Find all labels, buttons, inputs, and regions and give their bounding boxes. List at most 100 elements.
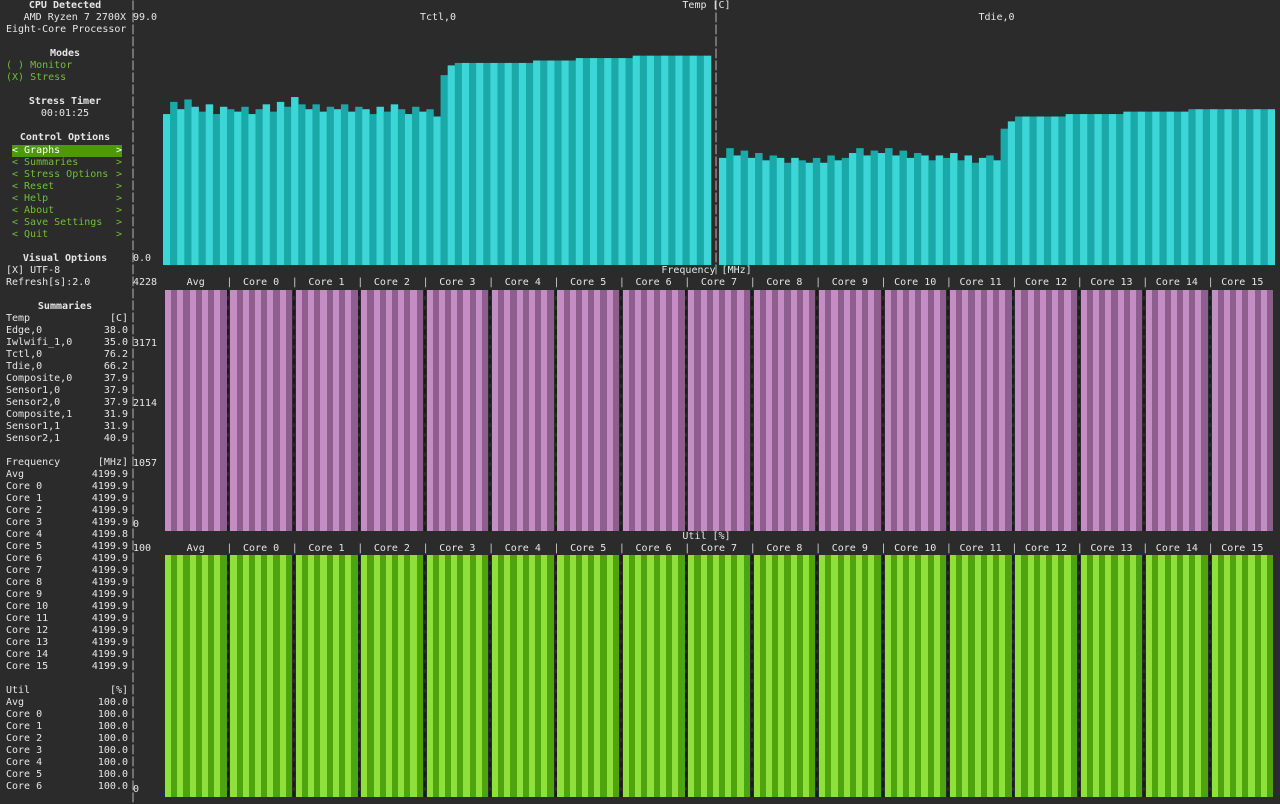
util-bar	[896, 555, 904, 797]
control-option-stress-options[interactable]: < Stress Options >	[12, 169, 122, 181]
util-bar	[1242, 555, 1249, 797]
util-bar	[207, 555, 215, 797]
util-bar	[1266, 555, 1274, 797]
column-separator: |	[880, 277, 887, 288]
freq-bar	[398, 290, 405, 531]
temp-bar-tdie	[964, 155, 973, 265]
temp-ymax-label: 99.0	[133, 12, 158, 23]
mode-stress-radio[interactable]: (X) Stress	[6, 72, 67, 83]
util-bar	[1176, 555, 1184, 797]
summary-name: Core 10	[6, 601, 49, 612]
control-option-quit[interactable]: < Quit >	[12, 229, 122, 241]
freq-bar	[248, 290, 256, 531]
freq-bar	[980, 290, 988, 531]
separator-pipe: |	[130, 48, 137, 59]
summary-name: Core 15	[6, 661, 49, 672]
util-bar	[1254, 555, 1262, 797]
freq-bar	[522, 290, 530, 531]
util-bar	[884, 555, 891, 797]
freq-bar	[379, 290, 387, 531]
util-bar	[320, 555, 327, 797]
freq-y-label: 3171	[133, 338, 158, 349]
freq-bar	[1117, 290, 1125, 531]
temp-bar-tctl	[582, 58, 591, 265]
util-bar	[672, 555, 679, 797]
util-bar	[1158, 555, 1165, 797]
utf8-checkbox[interactable]: [X] UTF-8	[6, 265, 61, 276]
refresh-setting[interactable]: Refresh[s]:2.0	[6, 277, 91, 288]
summary-row: Core 1 100.0	[6, 721, 128, 733]
temp-bar-tdie	[1022, 116, 1030, 265]
temp-bar-tctl	[312, 104, 320, 265]
freq-bar	[909, 290, 916, 531]
temp-bar-tctl	[454, 62, 463, 266]
freq-bar	[1046, 290, 1053, 531]
column-divider	[1077, 290, 1082, 531]
freq-bar	[492, 290, 499, 531]
temp-bar-tctl	[682, 55, 690, 266]
control-option-summaries[interactable]: < Summaries >	[12, 157, 122, 169]
summary-name: Core 4	[6, 529, 43, 540]
column-divider	[292, 290, 297, 531]
util-bar	[351, 555, 358, 797]
freq-bar	[831, 290, 838, 531]
freq-header-core-7: Core 7	[700, 277, 738, 288]
util-bar	[1170, 555, 1178, 797]
freq-bar	[606, 290, 614, 531]
summary-name: Core 0	[6, 709, 43, 720]
summary-header-label: Frequency	[6, 457, 61, 468]
summary-name: Avg	[6, 697, 25, 708]
temp-bar-tdie	[776, 157, 785, 265]
summary-row: Tctl,0 76.2	[6, 349, 128, 361]
control-option-graphs[interactable]: < Graphs >	[12, 145, 122, 157]
temp-bar-tdie	[986, 155, 994, 265]
separator-pipe: |	[130, 120, 137, 131]
summary-name: Sensor1,0	[6, 385, 61, 396]
temp-bar-tctl	[241, 106, 249, 266]
util-bar	[915, 555, 922, 797]
freq-bar	[373, 290, 380, 531]
control-option-help[interactable]: < Help >	[12, 193, 122, 205]
temp-bar-tctl	[319, 111, 327, 265]
util-bar	[665, 555, 673, 797]
temp-divider-pipe: |	[713, 60, 720, 71]
freq-bar	[563, 290, 571, 531]
summary-value: 100.0	[97, 721, 128, 732]
temp-bar-tctl	[504, 62, 513, 266]
temp-summary-header: Temp [C]	[6, 313, 128, 325]
summary-name: Core 6	[6, 553, 43, 564]
freq-header-core-5: Core 5	[570, 277, 607, 288]
summary-row: Sensor2,1 40.9	[6, 433, 128, 445]
freq-header-core-3: Core 3	[439, 277, 476, 288]
separator-pipe: |	[130, 408, 137, 419]
column-separator: |	[945, 543, 952, 554]
separator-pipe: |	[130, 420, 137, 431]
freq-bar	[921, 290, 928, 531]
util-bar	[629, 555, 636, 797]
summary-row: Core 9 4199.9	[6, 589, 128, 601]
util-bar	[949, 555, 957, 797]
util-bar	[986, 555, 994, 797]
freq-bar	[802, 290, 810, 531]
temp-bar-tdie	[957, 160, 965, 265]
util-bar	[1046, 555, 1053, 797]
util-bar	[582, 555, 589, 797]
summary-row: Core 5 4199.9	[6, 541, 128, 553]
util-header-core-5: Core 5	[570, 543, 607, 554]
util-bar	[1099, 555, 1106, 797]
mode-monitor-radio[interactable]: ( ) Monitor	[6, 60, 73, 71]
util-bar	[968, 555, 975, 797]
summary-name: Core 3	[6, 517, 43, 528]
temp-bar-tdie	[755, 153, 763, 265]
summary-row: Core 4 100.0	[6, 757, 128, 769]
freq-bar	[647, 290, 654, 531]
util-bar	[784, 555, 791, 797]
temp-bar-tctl	[568, 60, 577, 265]
summary-name: Sensor1,1	[6, 421, 61, 432]
control-option-save-settings[interactable]: < Save Settings >	[12, 217, 122, 229]
summary-row: Core 0 100.0	[6, 709, 128, 721]
control-option-reset[interactable]: < Reset >	[12, 181, 122, 193]
separator-pipe: |	[130, 768, 137, 779]
control-option-about[interactable]: < About >	[12, 205, 122, 217]
util-bar	[1236, 555, 1243, 797]
